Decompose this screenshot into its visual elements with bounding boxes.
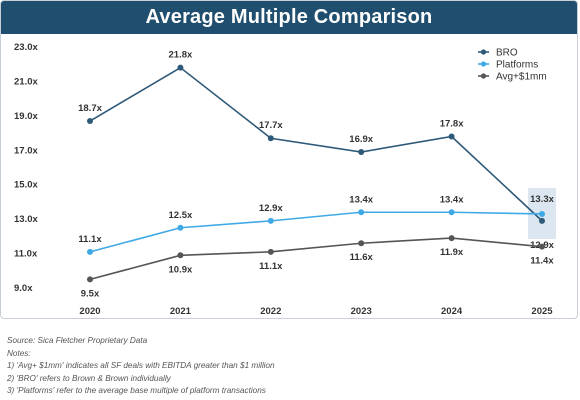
y-tick-label: 19.0x	[14, 111, 38, 122]
series-line-bro	[89, 66, 543, 222]
y-tick-label: 17.0x	[14, 145, 38, 156]
data-point	[358, 149, 365, 156]
data-point	[358, 240, 365, 247]
data-point	[177, 252, 184, 259]
x-tick-label: 2023	[351, 306, 372, 317]
data-point	[87, 276, 93, 283]
legend-label: Platforms	[496, 60, 538, 71]
y-tick-label: 13.0x	[14, 214, 38, 225]
legend-label: BRO	[496, 48, 518, 59]
line-chart: 23.0x 21.0x 19.0x 17.0x 15.0x 13.0x 11.0x 9.0x 2…	[14, 42, 556, 317]
title-bar: Average Multiple Comparison	[1, 1, 577, 34]
data-label: 11.6x	[350, 252, 374, 263]
data-label: 10.9x	[169, 264, 193, 275]
notes-section: Source: Sica Fletcher Proprietary Data N…	[7, 335, 567, 398]
legend-label: Avg+$1mm	[496, 72, 547, 83]
chart-frame	[0, 0, 578, 319]
data-label: 12.9x	[259, 203, 283, 214]
data-label: 13.3x	[530, 194, 554, 205]
chart-title: Average Multiple Comparison	[145, 6, 433, 28]
source-note: Source: Sica Fletcher Proprietary Data	[7, 336, 148, 345]
series-line-platforms	[89, 211, 543, 253]
data-point	[539, 243, 545, 250]
x-tick-label: 2021	[170, 306, 192, 317]
note-item-3: 3) 'Platforms' refer to the average base…	[7, 386, 266, 396]
data-point	[87, 248, 93, 255]
y-tick-label: 9.0x	[14, 283, 33, 294]
data-label: 11.1x	[259, 261, 283, 272]
data-point	[267, 135, 274, 142]
data-point	[448, 133, 455, 140]
data-label: 11.9x	[440, 247, 464, 258]
series-line-avg-1mm	[89, 237, 543, 281]
data-label: 17.7x	[259, 120, 283, 131]
data-point	[448, 235, 455, 242]
legend-swatch-marker	[480, 73, 487, 79]
legend-swatch-marker	[480, 61, 487, 67]
data-point	[539, 210, 545, 217]
data-label: 9.5x	[81, 288, 100, 299]
legend-swatch-marker	[480, 49, 487, 55]
data-point	[539, 217, 545, 224]
data-point	[358, 209, 365, 216]
data-label: 16.9x	[349, 134, 373, 145]
data-label: 13.4x	[349, 194, 373, 205]
data-point	[267, 217, 274, 224]
y-tick-label: 15.0x	[14, 180, 38, 191]
y-tick-label: 23.0x	[14, 42, 38, 53]
x-tick-label: 2022	[260, 306, 281, 317]
data-label: 17.8x	[440, 119, 464, 130]
data-label: 18.7x	[78, 103, 102, 114]
note-item-2: 2) 'BRO' refers to Brown & Brown individ…	[7, 373, 171, 383]
notes-heading: Notes:	[7, 348, 31, 358]
data-point	[177, 64, 184, 71]
x-tick-label: 2025	[531, 306, 553, 317]
data-point	[87, 118, 93, 125]
data-label: 13.4x	[440, 194, 464, 205]
data-point	[177, 224, 184, 231]
x-tick-label: 2024	[441, 306, 463, 317]
data-label: 11.4x	[530, 256, 554, 267]
data-label: 21.8x	[169, 50, 193, 61]
data-label: 11.1x	[78, 234, 102, 245]
note-item-1: 1) 'Avg+ $1mm' indicates all SF deals wi…	[7, 361, 275, 371]
data-label: 12.5x	[169, 210, 193, 221]
y-tick-label: 11.0x	[14, 249, 38, 260]
data-point	[448, 209, 455, 216]
y-tick-label: 21.0x	[14, 76, 38, 87]
data-point	[267, 248, 274, 255]
x-tick-label: 2020	[79, 306, 100, 317]
